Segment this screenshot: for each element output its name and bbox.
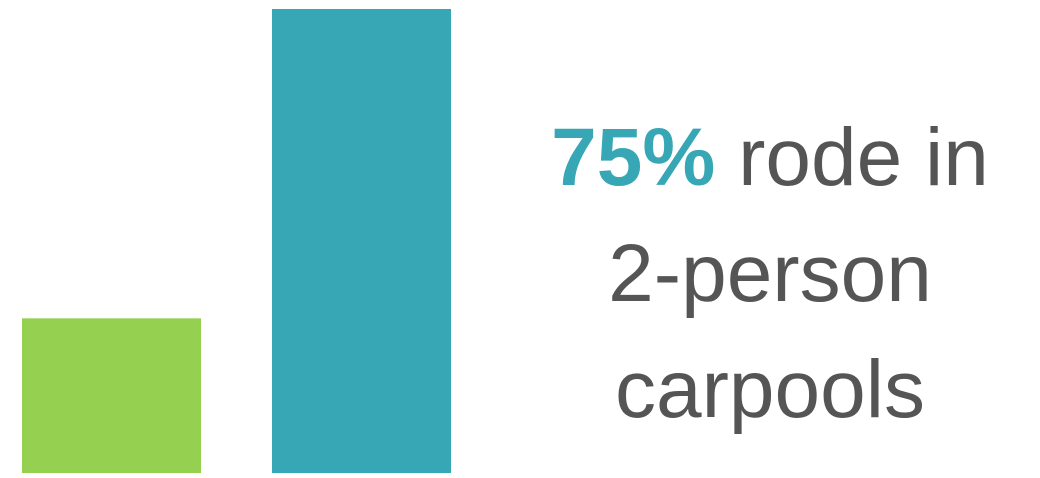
bar-chart (22, 9, 451, 473)
bar-1 (22, 318, 201, 473)
callout-line-3: carpools (615, 344, 925, 435)
callout-text: 75% rode in 2-person carpools (500, 100, 1040, 448)
callout-percentage: 75% (551, 112, 716, 203)
callout-line-1-rest: rode in (715, 112, 989, 203)
callout-line-2: 2-person (608, 228, 932, 319)
bar-2 (272, 9, 451, 473)
callout-line-1: 75% rode in (500, 100, 1040, 216)
